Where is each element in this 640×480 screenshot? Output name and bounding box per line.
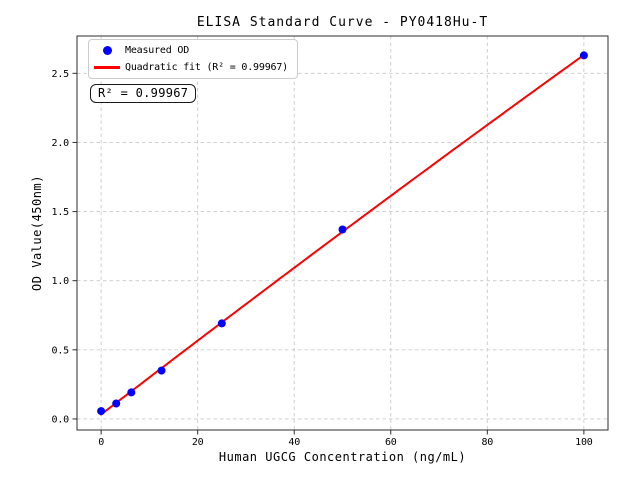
y-tick-label: 1.0 xyxy=(52,276,70,287)
x-tick-label: 0 xyxy=(98,437,104,448)
y-axis-label: OD Value(450nm) xyxy=(30,175,44,291)
data-point xyxy=(112,399,121,408)
x-axis-label: Human UGCG Concentration (ng/mL) xyxy=(218,450,467,464)
legend-label-quadratic-fit: Quadratic fit (R² = 0.99967) xyxy=(125,62,288,73)
quadratic-fit-line xyxy=(100,53,585,416)
data-point xyxy=(338,225,347,234)
r-squared-annotation: R² = 0.99967 xyxy=(90,84,197,103)
x-tick-label: 100 xyxy=(575,437,593,448)
x-tick-label: 80 xyxy=(481,437,493,448)
data-point xyxy=(217,319,226,328)
plot-border xyxy=(76,35,609,431)
fit-line-icon xyxy=(94,66,120,69)
legend-item-measured-od: Measured OD xyxy=(89,42,288,59)
legend-marker-col xyxy=(89,66,125,69)
y-tick-label: 1.5 xyxy=(52,207,70,218)
x-tick-label: 20 xyxy=(192,437,204,448)
chart-title: ELISA Standard Curve - PY0418Hu-T xyxy=(196,15,489,30)
x-tick-label: 40 xyxy=(288,437,300,448)
y-tick-label: 2.0 xyxy=(52,138,70,149)
legend-item-quadratic-fit: Quadratic fit (R² = 0.99967) xyxy=(89,59,288,76)
data-point xyxy=(579,51,588,60)
data-point xyxy=(157,366,166,375)
legend-marker-col xyxy=(89,46,125,55)
x-tick-label: 60 xyxy=(385,437,397,448)
measured-od-dot-icon xyxy=(102,46,112,55)
y-tick-label: 2.5 xyxy=(52,69,70,80)
data-point xyxy=(127,388,136,397)
y-tick-label: 0.5 xyxy=(52,345,70,356)
data-point xyxy=(97,407,106,416)
legend: Measured OD Quadratic fit (R² = 0.99967) xyxy=(88,39,298,79)
legend-label-measured-od: Measured OD xyxy=(125,45,190,56)
y-tick-label: 0.0 xyxy=(52,414,70,425)
